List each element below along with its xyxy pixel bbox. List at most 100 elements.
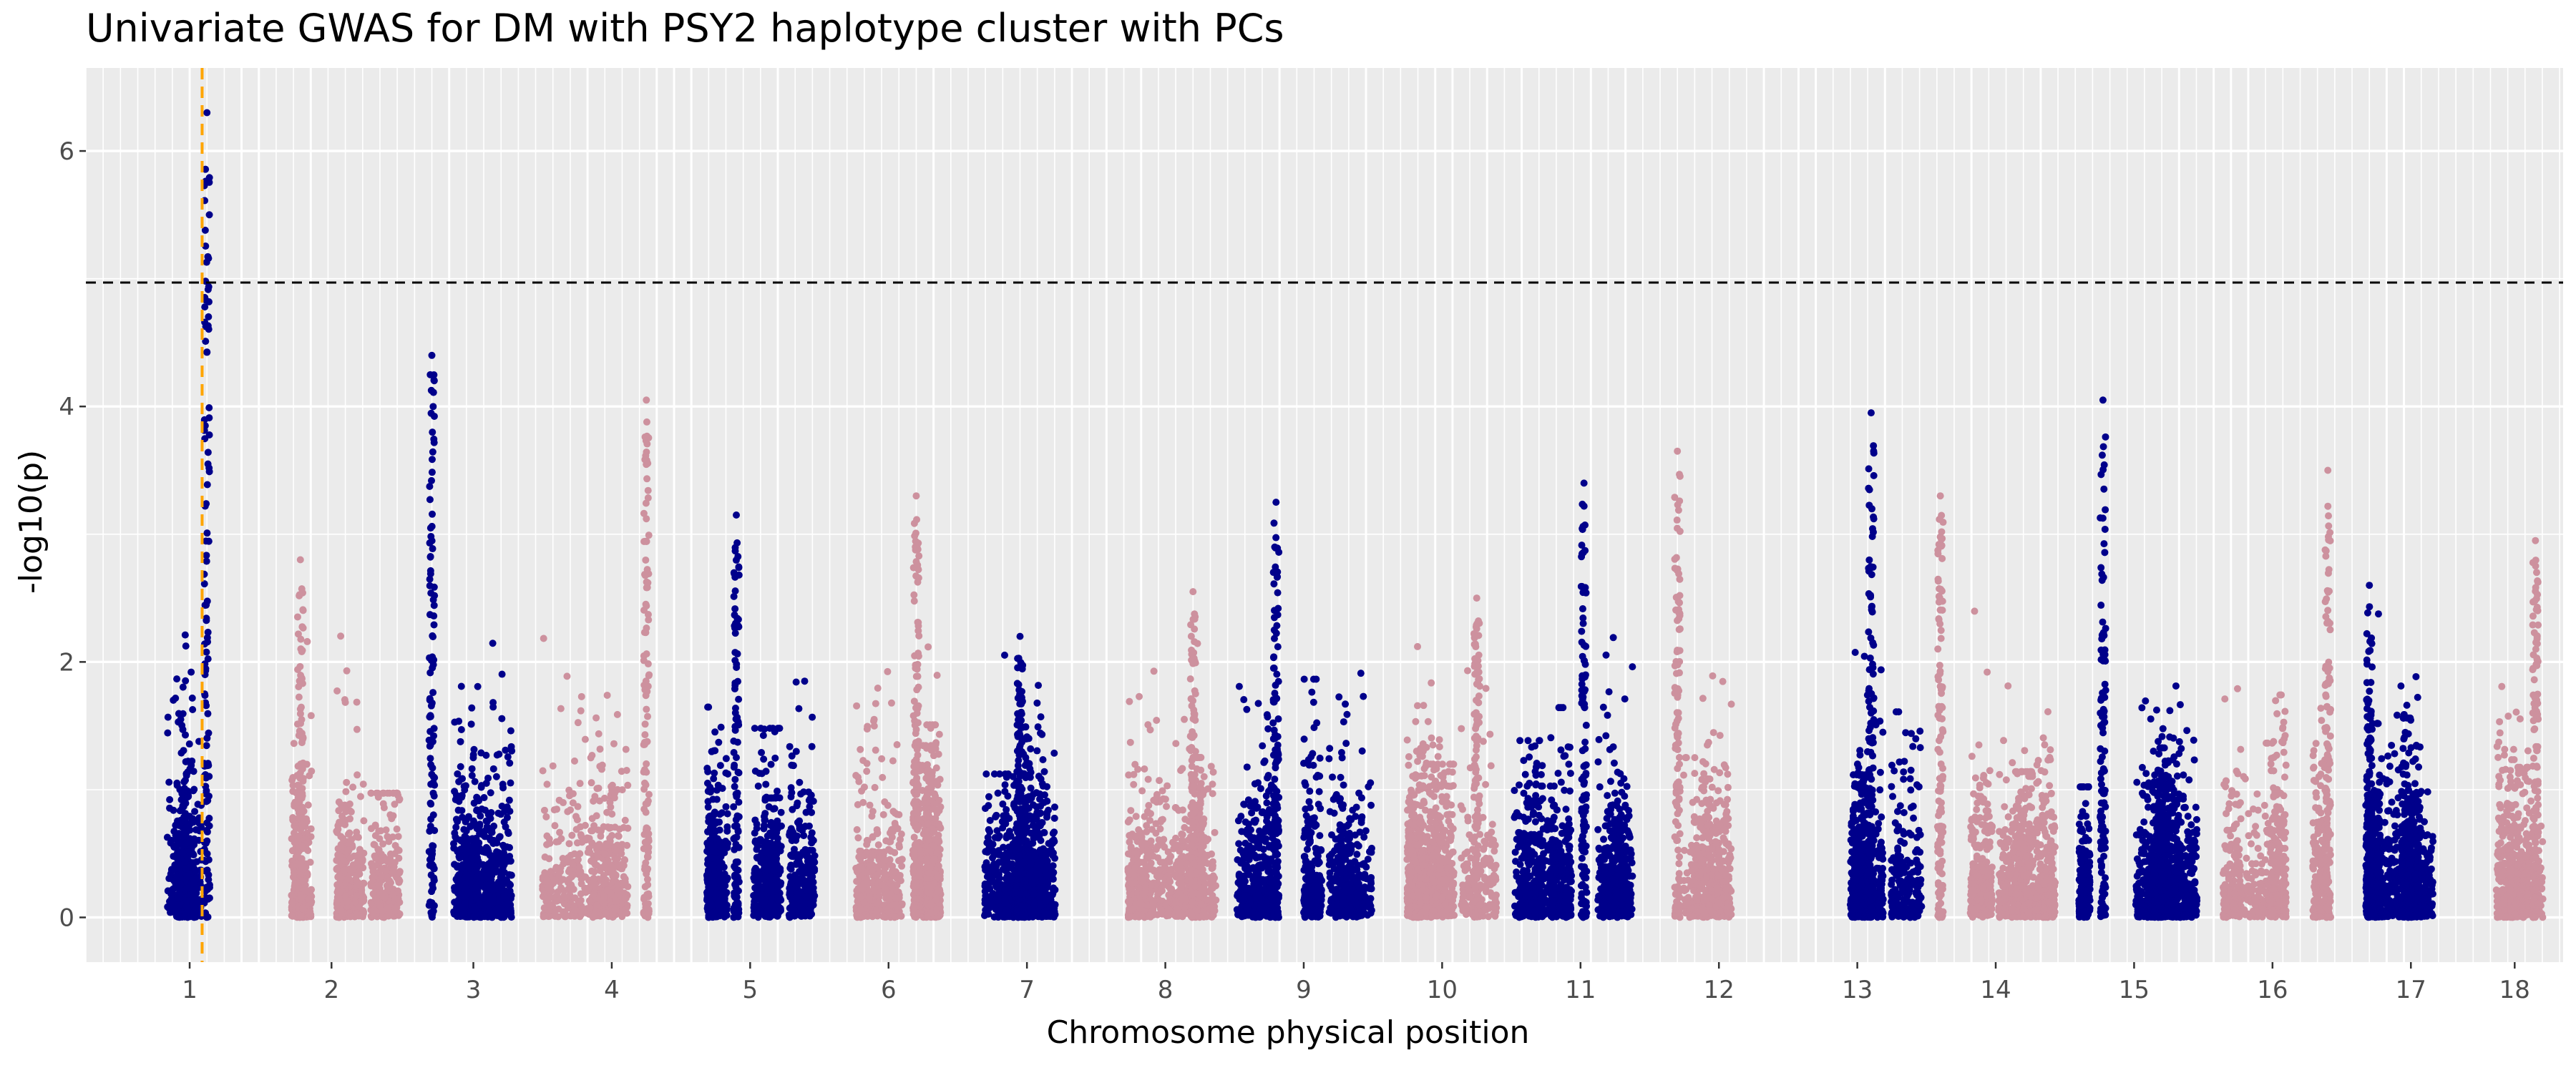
snp-point bbox=[575, 871, 582, 878]
snp-point bbox=[553, 897, 561, 905]
snp-point bbox=[540, 806, 548, 814]
snp-point bbox=[303, 637, 311, 645]
snp-point bbox=[587, 881, 595, 888]
snp-point bbox=[585, 897, 593, 905]
snp-point bbox=[185, 740, 193, 748]
snp-point bbox=[543, 896, 551, 903]
snp-point bbox=[645, 848, 653, 856]
snp-point bbox=[708, 911, 716, 918]
snp-point bbox=[730, 748, 738, 756]
snp-point bbox=[294, 665, 302, 673]
snp-point bbox=[872, 700, 879, 707]
snp-point bbox=[704, 868, 712, 876]
snp-point bbox=[582, 873, 590, 881]
snp-point bbox=[369, 890, 377, 898]
snp-point bbox=[864, 722, 872, 730]
snp-point bbox=[308, 886, 316, 893]
snp-point bbox=[773, 912, 781, 920]
snp-point bbox=[426, 567, 434, 574]
snp-point bbox=[396, 796, 404, 804]
snp-point bbox=[426, 654, 434, 662]
snp-point bbox=[426, 755, 434, 763]
snp-point bbox=[288, 912, 296, 920]
snp-point bbox=[541, 912, 549, 920]
snp-point bbox=[586, 904, 594, 912]
snp-point bbox=[180, 747, 187, 755]
snp-point bbox=[473, 895, 481, 903]
snp-point bbox=[735, 695, 743, 703]
snp-point bbox=[295, 693, 303, 701]
snp-point bbox=[576, 780, 584, 788]
snp-point bbox=[343, 667, 351, 675]
snp-point bbox=[857, 745, 864, 753]
snp-point bbox=[429, 661, 437, 669]
snp-point bbox=[173, 675, 181, 683]
snp-point bbox=[188, 694, 196, 702]
snp-point bbox=[372, 855, 380, 863]
snp-point bbox=[613, 847, 620, 855]
snp-point bbox=[711, 834, 718, 842]
snp-point bbox=[643, 650, 650, 658]
snp-point bbox=[193, 875, 201, 883]
snp-point bbox=[723, 827, 731, 835]
snp-point bbox=[179, 725, 187, 733]
snp-point bbox=[731, 871, 738, 879]
snp-point bbox=[706, 841, 713, 849]
snp-point bbox=[643, 760, 650, 768]
snp-point bbox=[182, 897, 190, 905]
snp-point bbox=[203, 826, 211, 834]
snp-point bbox=[641, 433, 649, 441]
snp-point bbox=[596, 797, 604, 805]
snp-point bbox=[641, 731, 649, 739]
snp-point bbox=[471, 820, 479, 828]
snp-point bbox=[622, 745, 630, 753]
snp-point bbox=[600, 880, 608, 888]
snp-point bbox=[391, 841, 399, 849]
snp-point bbox=[474, 682, 482, 690]
snp-point bbox=[571, 894, 579, 902]
snp-point bbox=[202, 537, 210, 545]
snp-point bbox=[389, 866, 397, 873]
snp-point bbox=[294, 630, 302, 638]
snp-point bbox=[731, 685, 738, 692]
snp-point bbox=[298, 623, 306, 631]
snp-point bbox=[430, 377, 438, 385]
snp-point bbox=[608, 786, 616, 794]
snp-point bbox=[203, 597, 211, 605]
snp-point bbox=[761, 725, 769, 733]
snp-point bbox=[643, 578, 650, 586]
snp-point bbox=[715, 738, 723, 746]
snp-point bbox=[768, 882, 776, 890]
snp-point bbox=[574, 856, 582, 863]
snp-point bbox=[730, 569, 738, 577]
snp-point bbox=[180, 803, 187, 810]
snp-point bbox=[203, 734, 211, 742]
snp-point bbox=[764, 843, 772, 851]
snp-point bbox=[597, 897, 605, 905]
snp-point bbox=[543, 832, 551, 840]
snp-point bbox=[859, 798, 867, 806]
snp-point bbox=[429, 403, 437, 411]
snp-point bbox=[644, 881, 652, 888]
snp-point bbox=[712, 819, 720, 827]
snp-point bbox=[204, 460, 212, 468]
snp-point bbox=[712, 827, 720, 835]
snp-point bbox=[507, 727, 514, 735]
snp-point bbox=[498, 905, 506, 913]
snp-point bbox=[600, 823, 608, 831]
snp-point bbox=[590, 868, 598, 876]
snp-point bbox=[863, 760, 871, 768]
snp-point bbox=[545, 884, 552, 892]
snp-point bbox=[595, 730, 602, 738]
snp-point bbox=[184, 905, 192, 913]
snp-point bbox=[731, 783, 738, 790]
snp-point bbox=[457, 763, 464, 770]
snp-point bbox=[762, 780, 770, 788]
snp-point bbox=[203, 913, 210, 921]
snp-point bbox=[498, 670, 506, 678]
snp-point bbox=[182, 677, 190, 685]
snp-point bbox=[427, 386, 435, 394]
snp-point bbox=[607, 866, 615, 874]
snp-point bbox=[560, 900, 568, 908]
snp-point bbox=[803, 910, 811, 918]
